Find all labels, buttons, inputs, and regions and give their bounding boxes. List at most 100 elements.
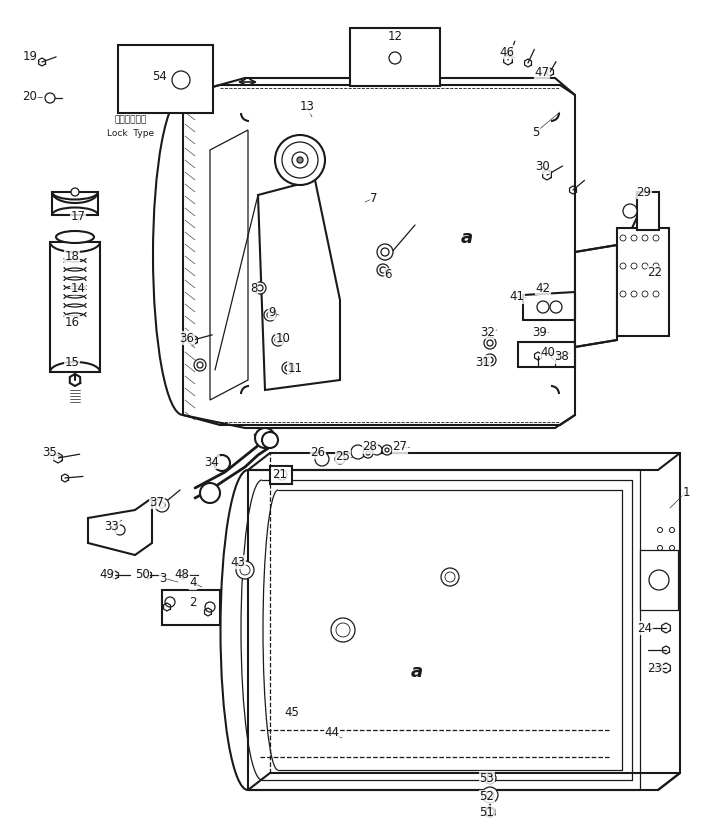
Text: 36: 36 [179,332,194,345]
Text: 48: 48 [174,568,189,581]
Circle shape [487,340,493,346]
Text: 49: 49 [99,568,114,581]
Circle shape [372,445,382,455]
Circle shape [336,623,350,637]
Text: 39: 39 [532,326,547,338]
Circle shape [484,354,496,366]
Circle shape [389,52,401,64]
Text: 46: 46 [500,45,515,59]
Text: 53: 53 [479,771,494,785]
Text: 43: 43 [230,555,245,568]
Circle shape [272,334,284,346]
Text: 22: 22 [647,266,662,280]
Circle shape [642,263,648,269]
Circle shape [264,309,276,321]
Circle shape [487,775,493,781]
Circle shape [653,235,659,241]
Circle shape [366,451,370,455]
Polygon shape [258,180,340,390]
Circle shape [657,527,662,532]
Circle shape [194,359,206,371]
Text: 29: 29 [637,186,652,199]
Circle shape [631,291,637,297]
Circle shape [45,93,55,103]
Text: 42: 42 [535,281,550,295]
Text: 27: 27 [393,441,408,454]
Text: 7: 7 [370,191,378,205]
Circle shape [642,291,648,297]
Circle shape [620,291,626,297]
Circle shape [381,248,389,256]
Text: 26: 26 [311,446,325,459]
Text: 23: 23 [647,662,662,675]
Text: 5: 5 [532,125,540,139]
Circle shape [197,362,203,368]
Bar [118,45,213,113]
Circle shape [335,454,345,464]
Text: a: a [461,229,473,247]
Circle shape [275,135,325,185]
Circle shape [297,157,303,163]
Text: 24: 24 [637,621,652,634]
Bar [350,28,440,86]
Text: 45: 45 [284,705,299,719]
Circle shape [537,301,549,313]
Circle shape [623,204,637,218]
Circle shape [71,188,79,196]
Circle shape [331,618,355,642]
Text: 20: 20 [23,91,38,103]
Circle shape [172,71,190,89]
Text: 44: 44 [325,727,340,739]
Text: 14: 14 [70,281,86,295]
Circle shape [653,291,659,297]
Circle shape [669,582,674,587]
Circle shape [487,357,493,363]
Circle shape [377,244,393,260]
Polygon shape [210,130,248,400]
Circle shape [620,235,626,241]
Circle shape [240,565,250,575]
Circle shape [315,452,329,466]
Text: 25: 25 [335,450,350,464]
Text: ロックタイプ: ロックタイプ [115,116,147,125]
Circle shape [631,235,637,241]
Bar [640,550,678,610]
Text: 10: 10 [276,332,291,345]
Text: 8: 8 [250,282,257,295]
Circle shape [377,264,389,276]
Text: 17: 17 [70,210,86,224]
Bar [270,466,292,484]
Circle shape [441,568,459,586]
Circle shape [165,597,175,607]
Text: 13: 13 [300,101,314,114]
Text: 38: 38 [554,351,569,364]
Circle shape [205,602,215,612]
Text: 52: 52 [479,790,494,804]
Polygon shape [52,192,98,215]
Circle shape [669,563,674,568]
Text: 51: 51 [479,805,494,818]
Circle shape [486,791,494,799]
Bar [162,590,220,625]
Text: 35: 35 [43,446,57,460]
Text: 9: 9 [268,307,276,319]
Text: 47: 47 [535,65,549,78]
Circle shape [550,301,562,313]
Circle shape [277,470,287,480]
Circle shape [351,445,365,459]
Circle shape [115,525,125,535]
Text: 12: 12 [388,31,403,44]
Text: 34: 34 [205,455,220,469]
Circle shape [657,582,662,587]
Circle shape [255,428,275,448]
Circle shape [669,527,674,532]
Circle shape [282,362,294,374]
Text: 19: 19 [23,50,38,64]
Text: 32: 32 [481,326,496,338]
Text: 11: 11 [288,361,303,375]
Text: 28: 28 [362,441,377,454]
Text: 40: 40 [540,346,555,360]
Circle shape [285,365,291,371]
Text: 3: 3 [160,572,167,584]
Text: 30: 30 [535,161,550,173]
